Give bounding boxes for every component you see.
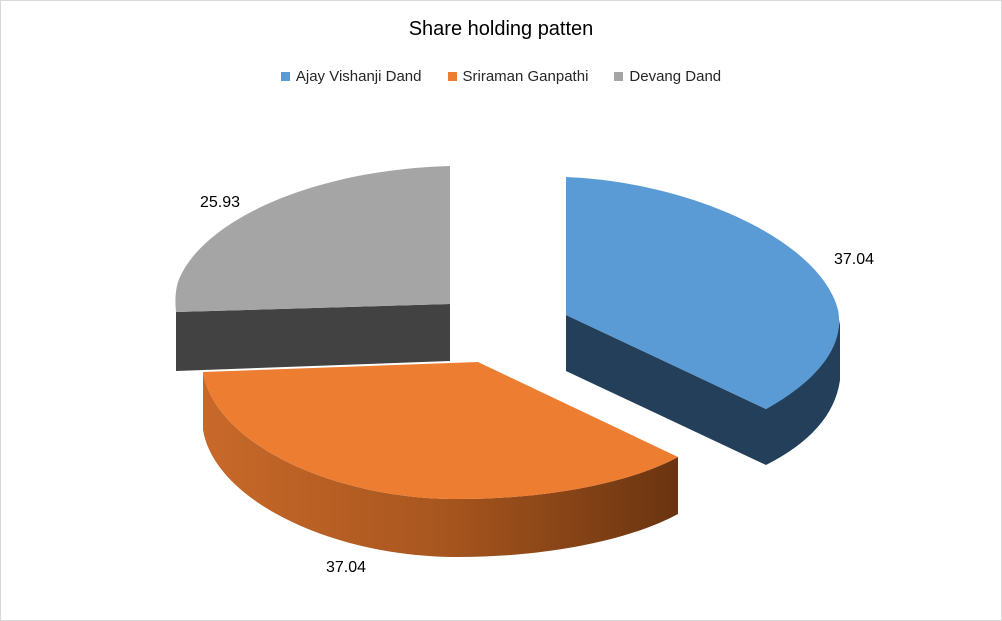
slice-sriraman-top bbox=[203, 362, 678, 500]
slice-devang-side bbox=[176, 304, 450, 371]
slice-ajay-side bbox=[566, 315, 840, 465]
legend-label-ajay: Ajay Vishanji Dand bbox=[295, 68, 422, 85]
data-label-ajay: 37.04 bbox=[834, 251, 874, 268]
legend-label-devang: Devang Dand bbox=[629, 68, 722, 85]
legend-swatch-devang bbox=[614, 72, 624, 81]
legend-item-devang: Devang Dand bbox=[614, 68, 721, 85]
legend: Ajay Vishanji Dand Sriraman Ganpathi Dev… bbox=[0, 68, 1002, 85]
legend-swatch-sriraman bbox=[447, 72, 457, 81]
slice-devang-top bbox=[175, 166, 450, 312]
legend-swatch-ajay bbox=[280, 72, 290, 81]
slice-ajay[interactable] bbox=[566, 177, 840, 465]
chart-title: Share holding patten bbox=[408, 18, 594, 40]
legend-item-ajay: Ajay Vishanji Dand bbox=[280, 68, 422, 85]
slice-devang[interactable] bbox=[175, 166, 450, 371]
slice-sriraman[interactable] bbox=[203, 362, 678, 558]
legend-item-sriraman: Sriraman Ganpathi bbox=[447, 68, 589, 85]
slice-ajay-top bbox=[566, 177, 840, 409]
data-label-sriraman: 37.04 bbox=[326, 559, 366, 576]
legend-label-sriraman: Sriraman Ganpathi bbox=[462, 68, 589, 85]
slice-sriraman-side bbox=[203, 372, 678, 558]
data-label-devang: 25.93 bbox=[200, 194, 240, 211]
